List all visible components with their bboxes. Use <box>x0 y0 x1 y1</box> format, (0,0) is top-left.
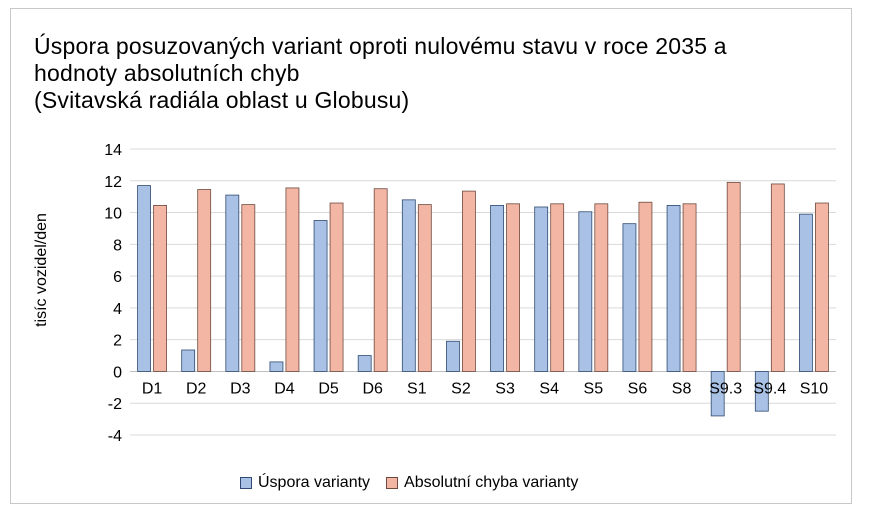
x-tick-label: S2 <box>451 380 471 397</box>
bar-series-1 <box>622 223 637 372</box>
bar-series-1 <box>754 371 769 412</box>
y-tick-label: 0 <box>113 364 122 381</box>
bar-series-1 <box>446 340 460 372</box>
y-tick-label: 2 <box>113 333 122 350</box>
x-tick-label: S5 <box>584 380 604 397</box>
bar-series-2 <box>417 204 432 372</box>
bar-series-1 <box>710 371 725 417</box>
chart-title-line-2: hodnoty absolutních chyb <box>34 60 300 86</box>
bar-series-1 <box>490 205 504 372</box>
x-tick-label: S6 <box>628 380 648 397</box>
bar-series-1 <box>225 194 240 372</box>
bar-series-2 <box>285 187 300 372</box>
bar-series-2 <box>197 189 212 372</box>
legend-label-series-2: Absolutní chyba varianty <box>404 474 579 491</box>
bar-series-2 <box>373 188 388 372</box>
legend-item-series-1: Úspora varianty <box>240 474 370 492</box>
chart-legend: Úspora varianty Absolutní chyba varianty <box>240 474 594 492</box>
x-tick-label: S3 <box>495 380 515 397</box>
bar-series-2 <box>638 201 653 372</box>
bar-series-2 <box>550 203 565 372</box>
x-tick-label: S1 <box>407 380 427 397</box>
y-tick-label: -4 <box>108 428 122 445</box>
bar-series-1 <box>578 211 593 372</box>
bar-series-2 <box>329 202 344 372</box>
bar-series-1 <box>269 361 284 372</box>
y-tick-label: 10 <box>104 206 122 223</box>
bar-series-1 <box>401 199 416 372</box>
y-tick-label: -2 <box>108 396 122 413</box>
legend-swatch-series-2 <box>386 477 399 489</box>
x-tick-label: D1 <box>142 380 163 397</box>
x-tick-label: D6 <box>362 380 383 397</box>
y-tick-label: 4 <box>113 301 122 318</box>
bar-series-2 <box>153 205 167 372</box>
bar-series-2 <box>726 181 741 372</box>
bar-series-2 <box>594 203 609 372</box>
y-tick-label: 12 <box>104 174 122 191</box>
chart-title-line-1: Úspora posuzovaných variant oproti nulov… <box>34 33 727 59</box>
x-tick-label: S9.3 <box>709 380 742 397</box>
x-tick-label: D2 <box>186 380 207 397</box>
bar-series-1 <box>313 220 328 372</box>
x-tick-label: D4 <box>274 380 295 397</box>
bar-series-1 <box>799 213 813 372</box>
y-tick-label: 6 <box>113 269 122 286</box>
bar-chart-plot: -4 -2 0 2 4 6 8 10 12 14 D1 D2 D3 D4 D5 D6 S1 S2 S3 S4 S5 S6 S… <box>104 142 836 445</box>
bar-series-2 <box>815 202 829 372</box>
x-tick-label: S8 <box>672 380 692 397</box>
x-tick-label: D5 <box>318 380 339 397</box>
bar-series-2 <box>682 203 697 372</box>
x-tick-label: S10 <box>800 380 829 397</box>
x-tick-label: S9.4 <box>753 380 786 397</box>
bar-series-1 <box>666 205 681 372</box>
legend-swatch-series-1 <box>240 477 252 489</box>
bar-series-2 <box>241 204 256 372</box>
chart-title: Úspora posuzovaných variant oproti nulov… <box>34 33 854 114</box>
chart-title-line-3: (Svitavská radiála oblast u Globusu) <box>34 87 410 113</box>
bar-series-2 <box>462 190 476 372</box>
x-tick-label: D3 <box>230 380 251 397</box>
bar-series-2 <box>506 203 520 372</box>
bar-series-2 <box>770 183 785 372</box>
bar-series-1 <box>137 185 151 372</box>
bar-series-1 <box>357 355 372 372</box>
y-tick-label: 14 <box>104 142 122 159</box>
y-tick-label: 8 <box>113 237 122 254</box>
x-tick-label: S4 <box>539 380 559 397</box>
legend-item-series-2: Absolutní chyba varianty <box>386 474 578 492</box>
bar-series-1 <box>181 349 196 372</box>
legend-label-series-1: Úspora varianty <box>258 474 371 491</box>
bar-series-1 <box>534 206 549 372</box>
